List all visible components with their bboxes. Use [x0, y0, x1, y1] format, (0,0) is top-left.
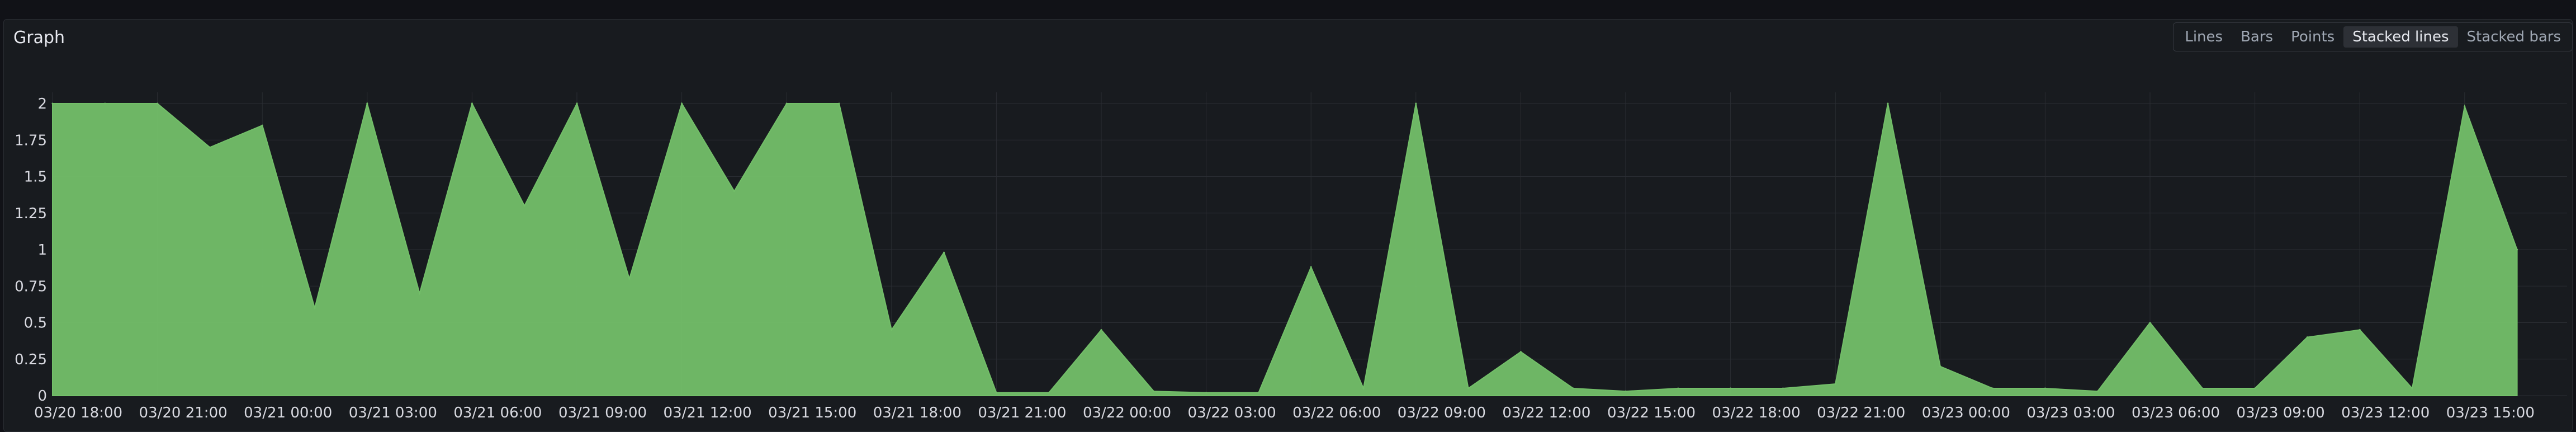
y-tick-label: 0.5: [24, 315, 47, 332]
x-tick-label: 03/21 18:00: [873, 405, 962, 421]
series-point: [471, 102, 473, 105]
x-tick-label: 03/23 09:00: [2237, 405, 2325, 421]
x-tick-label: 03/22 15:00: [1607, 405, 1696, 421]
series-point: [1572, 387, 1574, 389]
series-point: [1782, 387, 1784, 389]
series-point: [1257, 392, 1259, 394]
series-point: [2149, 322, 2151, 323]
x-tick-label: 03/22 21:00: [1817, 405, 1905, 421]
viz-bars-button[interactable]: Bars: [2241, 29, 2274, 45]
y-tick-label: 0: [37, 388, 47, 405]
y-tick-label: 0.25: [15, 351, 47, 368]
series-point: [2516, 248, 2518, 251]
series-point: [1048, 392, 1050, 394]
viz-stacked-lines-button[interactable]: Stacked lines: [2343, 26, 2458, 48]
x-tick-label: 03/22 12:00: [1502, 405, 1590, 421]
series-point: [628, 278, 631, 280]
y-tick-label: 1.75: [15, 132, 47, 149]
series-point: [1415, 102, 1417, 105]
series-point: [2044, 387, 2046, 389]
series-point: [1467, 387, 1470, 389]
series-point: [419, 292, 421, 294]
series-point: [943, 251, 945, 253]
series-point: [576, 102, 578, 105]
x-tick-label: 03/21 21:00: [978, 405, 1066, 421]
series-point: [1519, 351, 1522, 353]
x-tick-label: 03/23 06:00: [2132, 405, 2220, 421]
x-tick-label: 03/21 09:00: [558, 405, 647, 421]
series-point: [1205, 392, 1208, 394]
x-tick-label: 03/21 03:00: [349, 405, 437, 421]
series-point: [1100, 329, 1102, 331]
series-point: [838, 102, 840, 105]
y-tick-label: 1: [37, 242, 47, 259]
series-point: [2306, 336, 2308, 339]
series-point: [2359, 329, 2361, 331]
series-point: [1677, 387, 1679, 389]
chart-area-series: [51, 101, 2518, 396]
series-point: [523, 205, 525, 207]
series-point: [1992, 387, 1994, 389]
x-tick-label: 03/21 06:00: [453, 405, 542, 421]
series-point: [2201, 387, 2204, 389]
x-tick-label: 03/23 12:00: [2341, 405, 2430, 421]
series-point: [1153, 390, 1155, 392]
x-tick-label: 03/23 00:00: [1922, 405, 2010, 421]
x-tick-label: 03/21 15:00: [768, 405, 856, 421]
series-point: [157, 102, 159, 105]
series-point: [891, 329, 893, 331]
series-point: [733, 190, 735, 192]
series-point: [2464, 105, 2466, 107]
series-point: [104, 102, 106, 105]
series-point: [1362, 387, 1365, 389]
y-tick-label: 0.75: [15, 278, 47, 295]
y-tick-label: 2: [37, 96, 47, 112]
series-point: [1887, 102, 1889, 105]
series-point: [2254, 387, 2256, 389]
series-point: [314, 307, 316, 309]
series-point: [1310, 266, 1312, 268]
series-point: [261, 124, 263, 126]
y-axis: 0 0.25 0.5 0.75 1 1.25 1.5 1.75 2: [15, 96, 47, 405]
y-tick-label: 1.5: [24, 169, 47, 186]
viz-stacked-bars-button[interactable]: Stacked bars: [2466, 29, 2561, 45]
x-tick-label: 03/23 15:00: [2446, 405, 2535, 421]
y-tick-label: 1.25: [15, 205, 47, 222]
x-tick-label: 03/20 21:00: [139, 405, 228, 421]
x-tick-label: 03/20 18:00: [34, 405, 122, 421]
x-tick-label: 03/22 06:00: [1292, 405, 1381, 421]
x-tick-label: 03/23 03:00: [2026, 405, 2115, 421]
x-axis: 03/20 18:00 03/20 21:00 03/21 00:00 03/21 0…: [34, 405, 2535, 421]
series-point: [1834, 383, 1836, 385]
series-point: [2411, 387, 2413, 389]
series-point: [1625, 390, 1627, 392]
x-tick-label: 03/21 12:00: [664, 405, 752, 421]
series-point: [785, 102, 788, 105]
series-point: [681, 102, 683, 105]
panel-title: Graph: [13, 28, 65, 48]
viz-points-button[interactable]: Points: [2291, 29, 2335, 45]
series-point: [209, 146, 211, 148]
series-point: [1939, 365, 1942, 368]
x-tick-label: 03/22 18:00: [1712, 405, 1801, 421]
series-point: [1730, 387, 1732, 389]
x-tick-label: 03/22 03:00: [1188, 405, 1276, 421]
visualization-switcher: Lines Bars Points Stacked lines Stacked …: [2173, 22, 2573, 51]
viz-lines-button[interactable]: Lines: [2185, 29, 2223, 45]
series-point: [366, 102, 368, 105]
series-point: [2096, 390, 2099, 392]
x-tick-label: 03/22 00:00: [1083, 405, 1171, 421]
x-tick-label: 03/21 00:00: [244, 405, 332, 421]
x-tick-label: 03/22 09:00: [1398, 405, 1486, 421]
series-point: [995, 392, 997, 394]
series-point: [51, 102, 54, 105]
